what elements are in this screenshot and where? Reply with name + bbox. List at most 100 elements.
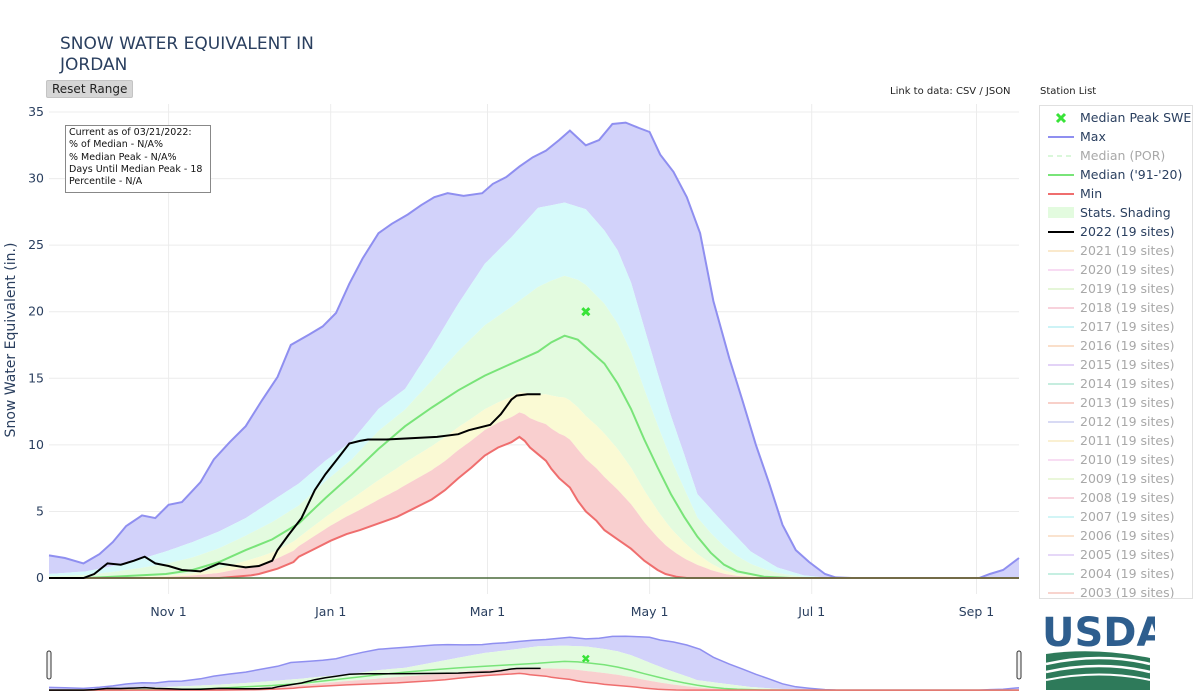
legend-label: 2020 (19 sites) [1080, 262, 1175, 277]
usda-logo: USDA [1042, 612, 1155, 690]
x-tick-label: Nov 1 [150, 604, 186, 619]
legend-item[interactable]: 2015 (19 sites) [1040, 355, 1192, 374]
y-tick-label: 30 [28, 171, 44, 186]
legend-label: Min [1080, 186, 1103, 201]
x-tick-label: Jan 1 [314, 604, 346, 619]
chart-title: SNOW WATER EQUIVALENT IN JORDAN [60, 34, 360, 76]
data-link-separator: / [979, 86, 983, 97]
y-tick-label: 0 [36, 570, 44, 585]
legend-symbol [1048, 535, 1074, 537]
legend-item[interactable]: 2003 (19 sites) [1040, 583, 1192, 598]
chart-lines [48, 121, 1020, 579]
data-link-prefix: Link to data: [890, 86, 953, 97]
json-link[interactable]: JSON [985, 86, 1011, 97]
legend-item[interactable]: Min [1040, 184, 1192, 203]
chart-title-line2: JORDAN [60, 55, 128, 75]
band-90-70 [49, 202, 1019, 578]
range-band-max [49, 636, 1019, 691]
legend-symbol [1048, 459, 1074, 461]
range-handle-left[interactable] [46, 650, 52, 680]
current-as-of: Current as of 03/21/2022: [69, 127, 192, 138]
legend-label: 2006 (19 sites) [1080, 528, 1175, 543]
band-10-min [49, 412, 1019, 578]
legend-label: Max [1080, 129, 1106, 144]
legend-symbol [1048, 592, 1074, 594]
percent-median-peak: % Median Peak - N/A% [69, 151, 177, 163]
legend-label: 2012 (19 sites) [1080, 414, 1175, 429]
range-2022-line [49, 667, 541, 691]
legend-item[interactable]: 2019 (19 sites) [1040, 279, 1192, 298]
legend-item[interactable]: Median Peak SWE [1040, 108, 1192, 127]
band-max-90 [49, 122, 1019, 578]
y-tick-label: 20 [28, 304, 44, 319]
x-tick-label: Mar 1 [470, 604, 506, 619]
legend-label: 2021 (19 sites) [1080, 243, 1175, 258]
chart-axis-ticks: 0 5 10 15 20 25 30 35 Nov 1 Jan 1 Mar 1 May 1 Jul 1 S… [28, 104, 994, 619]
legend-symbol [1048, 288, 1074, 290]
range-slider[interactable] [46, 634, 1022, 692]
legend-label: 2004 (19 sites) [1080, 566, 1175, 581]
legend-symbol [1048, 497, 1074, 499]
legend-symbol [1048, 478, 1074, 480]
legend-symbol [1048, 231, 1074, 233]
legend-item[interactable]: 2007 (19 sites) [1040, 507, 1192, 526]
series-min-line [49, 435, 1019, 579]
legend-item[interactable]: 2022 (19 sites) [1040, 222, 1192, 241]
legend-symbol [1048, 383, 1074, 385]
legend-symbol [1048, 421, 1074, 423]
chart-legend: Median Peak SWE Max Median (POR) Median ('9… [1039, 105, 1193, 599]
legend-symbol [1048, 155, 1074, 157]
x-tick-label: May 1 [631, 604, 669, 619]
legend-item[interactable]: Stats. Shading [1040, 203, 1192, 222]
legend-item[interactable]: 2018 (19 sites) [1040, 298, 1192, 317]
legend-item[interactable]: 2017 (19 sites) [1040, 317, 1192, 336]
median-peak-marker [581, 307, 591, 317]
band-70-30 [49, 275, 1019, 578]
series-2022-line [49, 393, 541, 579]
legend-label: Stats. Shading [1080, 205, 1171, 220]
legend-label: 2016 (19 sites) [1080, 338, 1175, 353]
legend-label: 2005 (19 sites) [1080, 547, 1175, 562]
legend-item[interactable]: 2020 (19 sites) [1040, 260, 1192, 279]
station-list-link[interactable]: Station List [1040, 86, 1097, 97]
legend-item[interactable]: 2021 (19 sites) [1040, 241, 1192, 260]
data-links: Link to data: CSV / JSON [890, 86, 1011, 97]
y-tick-label: 15 [28, 370, 44, 385]
legend-symbol [1048, 345, 1074, 347]
legend-symbol [1048, 364, 1074, 366]
legend-item[interactable]: 2009 (19 sites) [1040, 469, 1192, 488]
y-tick-label: 35 [28, 104, 44, 119]
legend-item[interactable]: 2011 (19 sites) [1040, 431, 1192, 450]
legend-item[interactable]: 2013 (19 sites) [1040, 393, 1192, 412]
legend-label: 2011 (19 sites) [1080, 433, 1175, 448]
legend-item[interactable]: 2005 (19 sites) [1040, 545, 1192, 564]
legend-label: 2014 (19 sites) [1080, 376, 1175, 391]
range-min-line [49, 672, 1019, 691]
legend-item[interactable]: 2004 (19 sites) [1040, 564, 1192, 583]
legend-item[interactable]: Median (POR) [1040, 146, 1192, 165]
reset-range-button[interactable]: Reset Range [46, 80, 134, 98]
legend-item[interactable]: 2012 (19 sites) [1040, 412, 1192, 431]
legend-item[interactable]: 2016 (19 sites) [1040, 336, 1192, 355]
usda-logo-text: USDA [1042, 612, 1155, 656]
legend-item[interactable]: 2008 (19 sites) [1040, 488, 1192, 507]
range-handle-right[interactable] [1016, 650, 1022, 680]
range-median-line [49, 660, 1019, 691]
legend-symbol [1048, 573, 1074, 575]
legend-label: 2017 (19 sites) [1080, 319, 1175, 334]
legend-item[interactable]: Median ('91-'20) [1040, 165, 1192, 184]
legend-item[interactable]: 2014 (19 sites) [1040, 374, 1192, 393]
percentile: Percentile - N/A [69, 176, 143, 188]
legend-symbol [1048, 193, 1074, 195]
legend-label: 2010 (19 sites) [1080, 452, 1175, 467]
legend-item[interactable]: Max [1040, 127, 1192, 146]
y-tick-label: 10 [28, 437, 44, 452]
csv-link[interactable]: CSV [955, 86, 977, 97]
legend-item[interactable]: 2010 (19 sites) [1040, 450, 1192, 469]
x-tick-label: Jul 1 [797, 604, 825, 619]
legend-label: 2009 (19 sites) [1080, 471, 1175, 486]
legend-item[interactable]: 2006 (19 sites) [1040, 526, 1192, 545]
legend-symbol [1055, 112, 1067, 124]
legend-marker [1055, 112, 1067, 124]
